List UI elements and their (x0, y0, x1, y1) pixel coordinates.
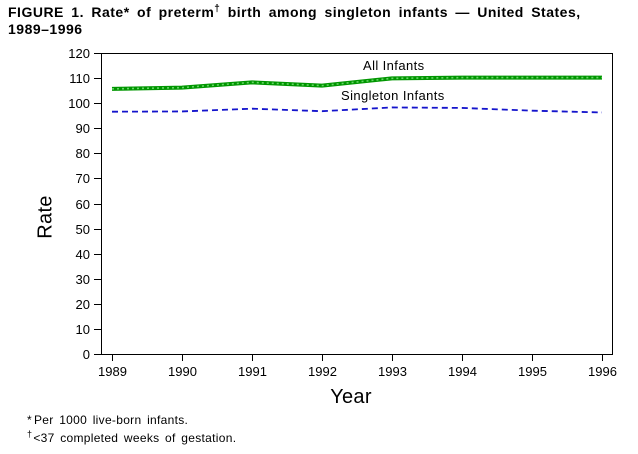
figure-title-line2: 1989–1996 (8, 21, 83, 37)
y-tick-label: 20 (76, 297, 90, 312)
y-axis-ticks: 0 10 20 30 40 50 60 70 80 90 100 110 120 (68, 46, 101, 362)
dagger-superscript: † (214, 3, 221, 15)
plot-frame (101, 53, 613, 355)
y-tick-label: 30 (76, 272, 90, 287)
footnote-gestation-text: <37 completed weeks of gestation. (33, 431, 237, 445)
x-tick-label: 1996 (588, 364, 617, 379)
series-label-singleton-infants: Singleton Infants (341, 88, 445, 103)
figure-title-text: FIGURE 1. Rate* of preterm (8, 4, 215, 20)
series-label-all-infants: All Infants (363, 58, 425, 73)
x-tick-label: 1992 (308, 364, 337, 379)
footnote-gestation: †<37 completed weeks of gestation. (27, 427, 236, 445)
y-axis-label: Rate (34, 195, 57, 239)
footnote-asterisk-symbol: * (27, 413, 32, 427)
y-tick-label: 10 (76, 322, 90, 337)
y-tick-label: 0 (83, 347, 90, 362)
line-singleton-infants (111, 106, 603, 114)
line-all-infants-texture (111, 76, 602, 90)
y-tick-label: 120 (68, 46, 90, 61)
x-tick-label: 1994 (448, 364, 477, 379)
x-tick-label: 1990 (168, 364, 197, 379)
y-tick-label: 70 (76, 171, 90, 186)
x-axis-ticks: 1989 1990 1991 1992 1993 1994 1995 1996 (98, 354, 617, 379)
y-tick-label: 50 (76, 222, 90, 237)
y-tick-label: 110 (69, 71, 90, 86)
y-tick-label: 40 (76, 247, 90, 262)
footnotes: * Per 1000 live-born infants. †<37 comple… (27, 413, 236, 445)
figure-title-line1: FIGURE 1. Rate* of preterm† birth among … (8, 4, 634, 21)
x-tick-label: 1989 (98, 364, 127, 379)
y-tick-label: 60 (76, 197, 90, 212)
y-tick-label: 100 (68, 96, 90, 111)
x-tick-label: 1995 (518, 364, 547, 379)
x-tick-label: 1993 (378, 364, 407, 379)
figure-title-text-cont: birth among singleton infants — United S… (220, 4, 581, 20)
y-tick-label: 90 (76, 121, 90, 136)
footnote-per-1000-text: Per 1000 live-born infants. (33, 413, 189, 427)
x-axis-label: Year (330, 386, 372, 408)
y-tick-label: 80 (76, 146, 90, 161)
footnote-per-1000: * Per 1000 live-born infants. (27, 413, 236, 427)
figure-title: FIGURE 1. Rate* of preterm† birth among … (8, 4, 634, 38)
x-tick-label: 1991 (238, 364, 267, 379)
footnote-dagger-symbol: † (27, 429, 33, 439)
